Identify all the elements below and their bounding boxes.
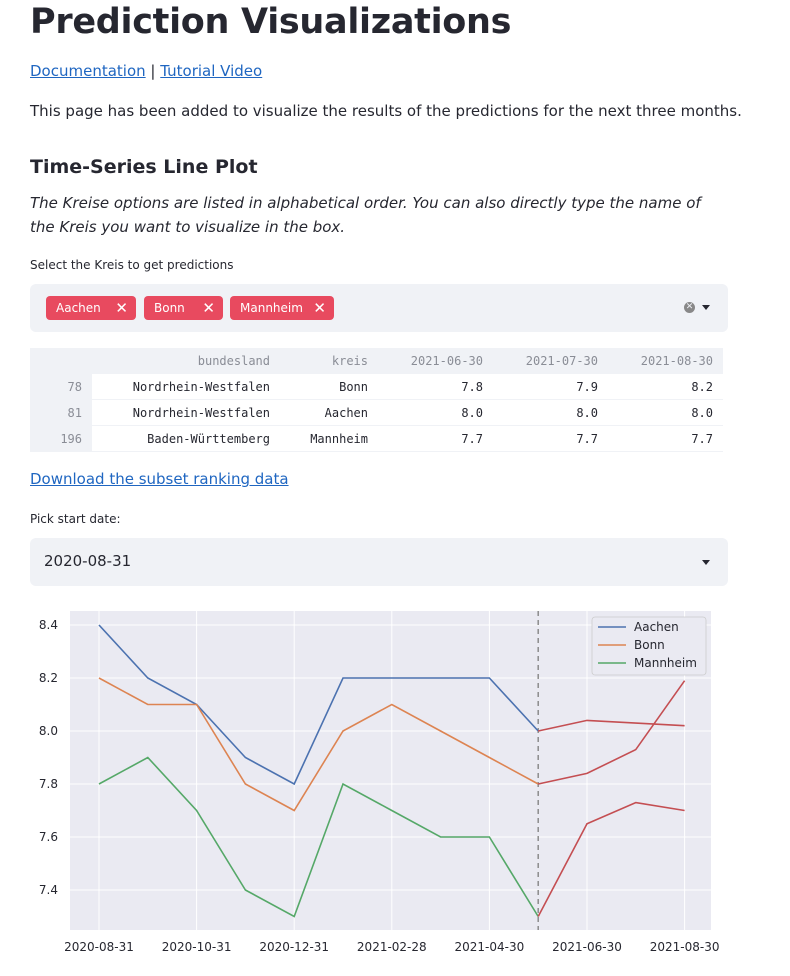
table-cell: 8.2: [608, 374, 723, 400]
table-cell: 7.7: [378, 425, 493, 452]
start-date-select[interactable]: 2020-08-31: [30, 538, 728, 586]
series-line-bonn: [98, 677, 539, 812]
start-date-value: 2020-08-31: [44, 552, 132, 570]
section-note: The Kreise options are listed in alphabe…: [30, 194, 701, 236]
table-cell: 8.0: [378, 399, 493, 426]
series-line-mannheim: [98, 756, 539, 918]
legend-label: Bonn: [634, 638, 665, 652]
table-cell: 7.9: [493, 374, 608, 400]
table-cell: Bonn: [280, 374, 378, 400]
table-cell: Baden-Württemberg: [92, 425, 280, 452]
tutorial-video-link[interactable]: Tutorial Video: [160, 62, 263, 80]
column-header[interactable]: kreis: [280, 348, 378, 374]
column-header[interactable]: bundesland: [92, 348, 280, 374]
table-cell: 7.7: [608, 425, 723, 452]
y-tick-label: 8.2: [39, 671, 58, 685]
row-index: 196: [30, 425, 92, 452]
chevron-down-icon[interactable]: [702, 560, 710, 565]
documentation-link[interactable]: Documentation: [30, 62, 146, 80]
tag-label: Mannheim: [240, 301, 303, 315]
legend-label: Mannheim: [634, 656, 697, 670]
x-tick-label: 2020-08-31: [64, 940, 134, 954]
table-cell: 7.8: [378, 374, 493, 400]
download-subset-link[interactable]: Download the subset ranking data: [30, 470, 289, 488]
table-cell: 8.0: [493, 399, 608, 426]
prediction-line-mannheim: [537, 801, 685, 917]
y-tick-label: 7.8: [39, 777, 58, 791]
tag-label: Aachen: [56, 301, 101, 315]
column-header[interactable]: [30, 348, 92, 374]
tag-label: Bonn: [154, 301, 185, 315]
legend-label: Aachen: [634, 620, 679, 634]
remove-tag-icon[interactable]: ✕: [313, 299, 326, 317]
table-cell: Aachen: [280, 399, 378, 426]
tag-bonn: Bonn ✕: [144, 296, 223, 320]
column-header[interactable]: 2021-07-30: [493, 348, 608, 374]
table-cell: Mannheim: [280, 425, 378, 452]
page-title: Prediction Visualizations: [30, 2, 512, 42]
intro-text: This page has been added to visualize th…: [30, 102, 742, 120]
prediction-line-aachen: [538, 719, 685, 732]
kreis-multiselect[interactable]: Aachen ✕ Bonn ✕ Mannheim ✕ ✕: [30, 284, 728, 332]
column-header[interactable]: 2021-06-30: [378, 348, 493, 374]
section-heading: Time-Series Line Plot: [30, 156, 258, 178]
subset-ranking-table: bundesland kreis 2021-06-30 2021-07-30 2…: [30, 348, 723, 452]
table-header-row: bundesland kreis 2021-06-30 2021-07-30 2…: [30, 348, 723, 374]
start-date-label: Pick start date:: [30, 512, 121, 526]
table-row: 78 Nordrhein-Westfalen Bonn 7.8 7.9 8.2: [30, 374, 723, 400]
remove-tag-icon[interactable]: ✕: [115, 299, 128, 317]
column-header[interactable]: 2021-08-30: [608, 348, 723, 374]
y-tick-label: 7.4: [39, 883, 58, 897]
link-separator: |: [150, 62, 156, 80]
chart-legend: [591, 616, 707, 676]
prediction-line-bonn: [538, 680, 686, 785]
x-tick-label: 2021-06-30: [552, 940, 622, 954]
tag-mannheim: Mannheim ✕: [230, 296, 334, 320]
series-line-aachen: [98, 624, 539, 786]
row-index: 78: [30, 374, 92, 400]
x-tick-label: 2020-10-31: [162, 940, 232, 954]
y-tick-label: 7.6: [39, 830, 58, 844]
x-tick-label: 2021-08-30: [650, 940, 720, 954]
x-tick-label: 2021-04-30: [455, 940, 525, 954]
y-tick-label: 8.0: [39, 724, 58, 738]
y-tick-label: 8.4: [39, 618, 58, 632]
tag-aachen: Aachen ✕: [46, 296, 136, 320]
time-series-chart: 2020-08-31 2020-10-31 2020-12-31 2021-02-28…: [39, 611, 720, 954]
x-tick-label: 2020-12-31: [259, 940, 329, 954]
row-index: 81: [30, 399, 92, 426]
remove-tag-icon[interactable]: ✕: [202, 299, 215, 317]
table-cell: Nordrhein-Westfalen: [92, 374, 280, 400]
table-row: 81 Nordrhein-Westfalen Aachen 8.0 8.0 8.…: [30, 399, 723, 426]
x-tick-label: 2021-02-28: [357, 940, 427, 954]
table-cell: 8.0: [608, 399, 723, 426]
table-cell: Nordrhein-Westfalen: [92, 399, 280, 426]
clear-all-icon[interactable]: ✕: [684, 302, 695, 313]
kreis-select-label: Select the Kreis to get predictions: [30, 258, 234, 272]
doc-links: Documentation | Tutorial Video: [30, 62, 262, 80]
chevron-down-icon[interactable]: [702, 305, 710, 310]
table-cell: 7.7: [493, 425, 608, 452]
table-row: 196 Baden-Württemberg Mannheim 7.7 7.7 7…: [30, 425, 723, 452]
